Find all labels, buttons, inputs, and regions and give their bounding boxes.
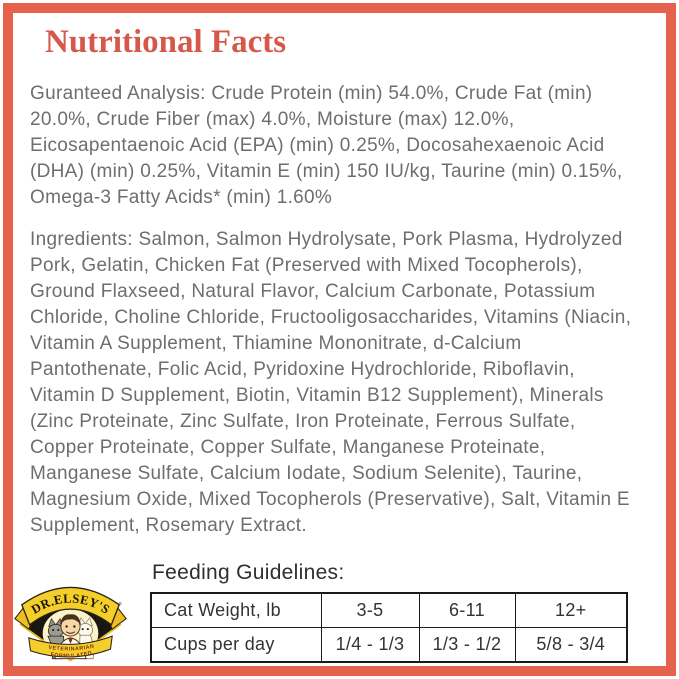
logo-tagline-line1: VETERINARIAN xyxy=(48,644,94,653)
dr-elseys-logo: DR.ELSEY'S ® VETERINARIAN FORMULATED xyxy=(14,576,127,664)
table-cell: Cat Weight, lb xyxy=(150,592,322,628)
svg-text:FORMULATED: FORMULATED xyxy=(50,650,93,659)
logo-tagline-line2: FORMULATED xyxy=(50,650,92,659)
feeding-guidelines-title: Feeding Guidelines: xyxy=(152,561,345,584)
feeding-table: Cat Weight, lb 3-5 6-11 12+ Cups per day… xyxy=(150,592,628,663)
dr-elseys-badge-icon: DR.ELSEY'S ® VETERINARIAN FORMULATED xyxy=(14,586,127,662)
table-cell: 1/3 - 1/2 xyxy=(418,627,516,663)
feeding-guidelines-section: Feeding Guidelines: Cat Weight, lb 3-5 6… xyxy=(150,561,628,663)
red-frame-border: Nutritional Facts Guranteed Analysis: Cr… xyxy=(3,3,676,676)
guaranteed-analysis-text: Guranteed Analysis: Crude Protein (min) … xyxy=(30,83,623,208)
ingredients-text: Ingredients: Salmon, Salmon Hydrolysate,… xyxy=(30,229,632,536)
table-cell: 12+ xyxy=(514,592,628,628)
table-cell: 1/4 - 1/3 xyxy=(320,627,420,663)
registered-mark: ® xyxy=(118,601,122,608)
table-cell: 5/8 - 3/4 xyxy=(514,627,628,663)
table-cell: 3-5 xyxy=(320,592,420,628)
table-cell: Cups per day xyxy=(150,627,322,663)
page-title: Nutritional Facts xyxy=(45,24,287,60)
label-content: Nutritional Facts Guranteed Analysis: Cr… xyxy=(13,13,666,539)
table-row-cat-weight: Cat Weight, lb 3-5 6-11 12+ xyxy=(150,592,628,628)
svg-text:VETERINARIAN: VETERINARIAN xyxy=(48,644,95,653)
table-cell: 6-11 xyxy=(418,592,516,628)
table-row-cups-per-day: Cups per day 1/4 - 1/3 1/3 - 1/2 5/8 - 3… xyxy=(150,627,628,663)
